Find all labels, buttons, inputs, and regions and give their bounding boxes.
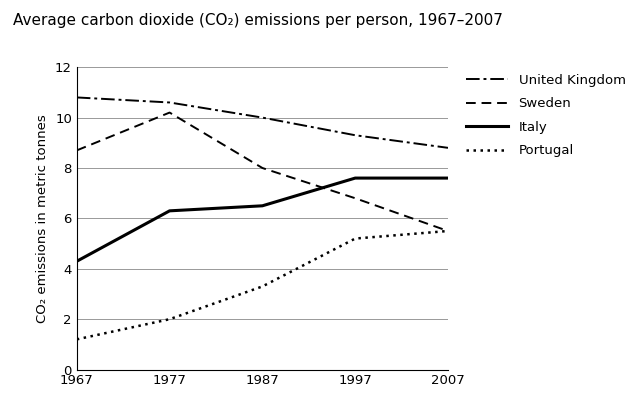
Italy bbox=[259, 203, 266, 208]
Sweden bbox=[73, 148, 81, 153]
Portugal bbox=[166, 317, 173, 322]
Line: United Kingdom: United Kingdom bbox=[77, 97, 448, 148]
Portugal bbox=[73, 337, 81, 342]
Italy bbox=[444, 176, 452, 181]
Portugal bbox=[259, 284, 266, 289]
Sweden bbox=[444, 228, 452, 234]
Line: Portugal: Portugal bbox=[77, 231, 448, 339]
Legend: United Kingdom, Sweden, Italy, Portugal: United Kingdom, Sweden, Italy, Portugal bbox=[466, 74, 625, 158]
United Kingdom bbox=[351, 133, 359, 138]
Portugal bbox=[444, 228, 452, 234]
United Kingdom bbox=[444, 145, 452, 150]
Line: Italy: Italy bbox=[77, 178, 448, 261]
Portugal bbox=[351, 236, 359, 241]
Line: Sweden: Sweden bbox=[77, 113, 448, 231]
United Kingdom bbox=[166, 100, 173, 105]
Italy bbox=[351, 176, 359, 181]
Text: Average carbon dioxide (CO₂) emissions per person, 1967–2007: Average carbon dioxide (CO₂) emissions p… bbox=[13, 13, 502, 28]
Sweden bbox=[351, 196, 359, 201]
United Kingdom bbox=[259, 115, 266, 120]
Italy bbox=[166, 208, 173, 213]
United Kingdom bbox=[73, 95, 81, 100]
Sweden bbox=[259, 165, 266, 171]
Y-axis label: CO₂ emissions in metric tonnes: CO₂ emissions in metric tonnes bbox=[36, 114, 49, 323]
Italy bbox=[73, 259, 81, 264]
Sweden bbox=[166, 110, 173, 115]
